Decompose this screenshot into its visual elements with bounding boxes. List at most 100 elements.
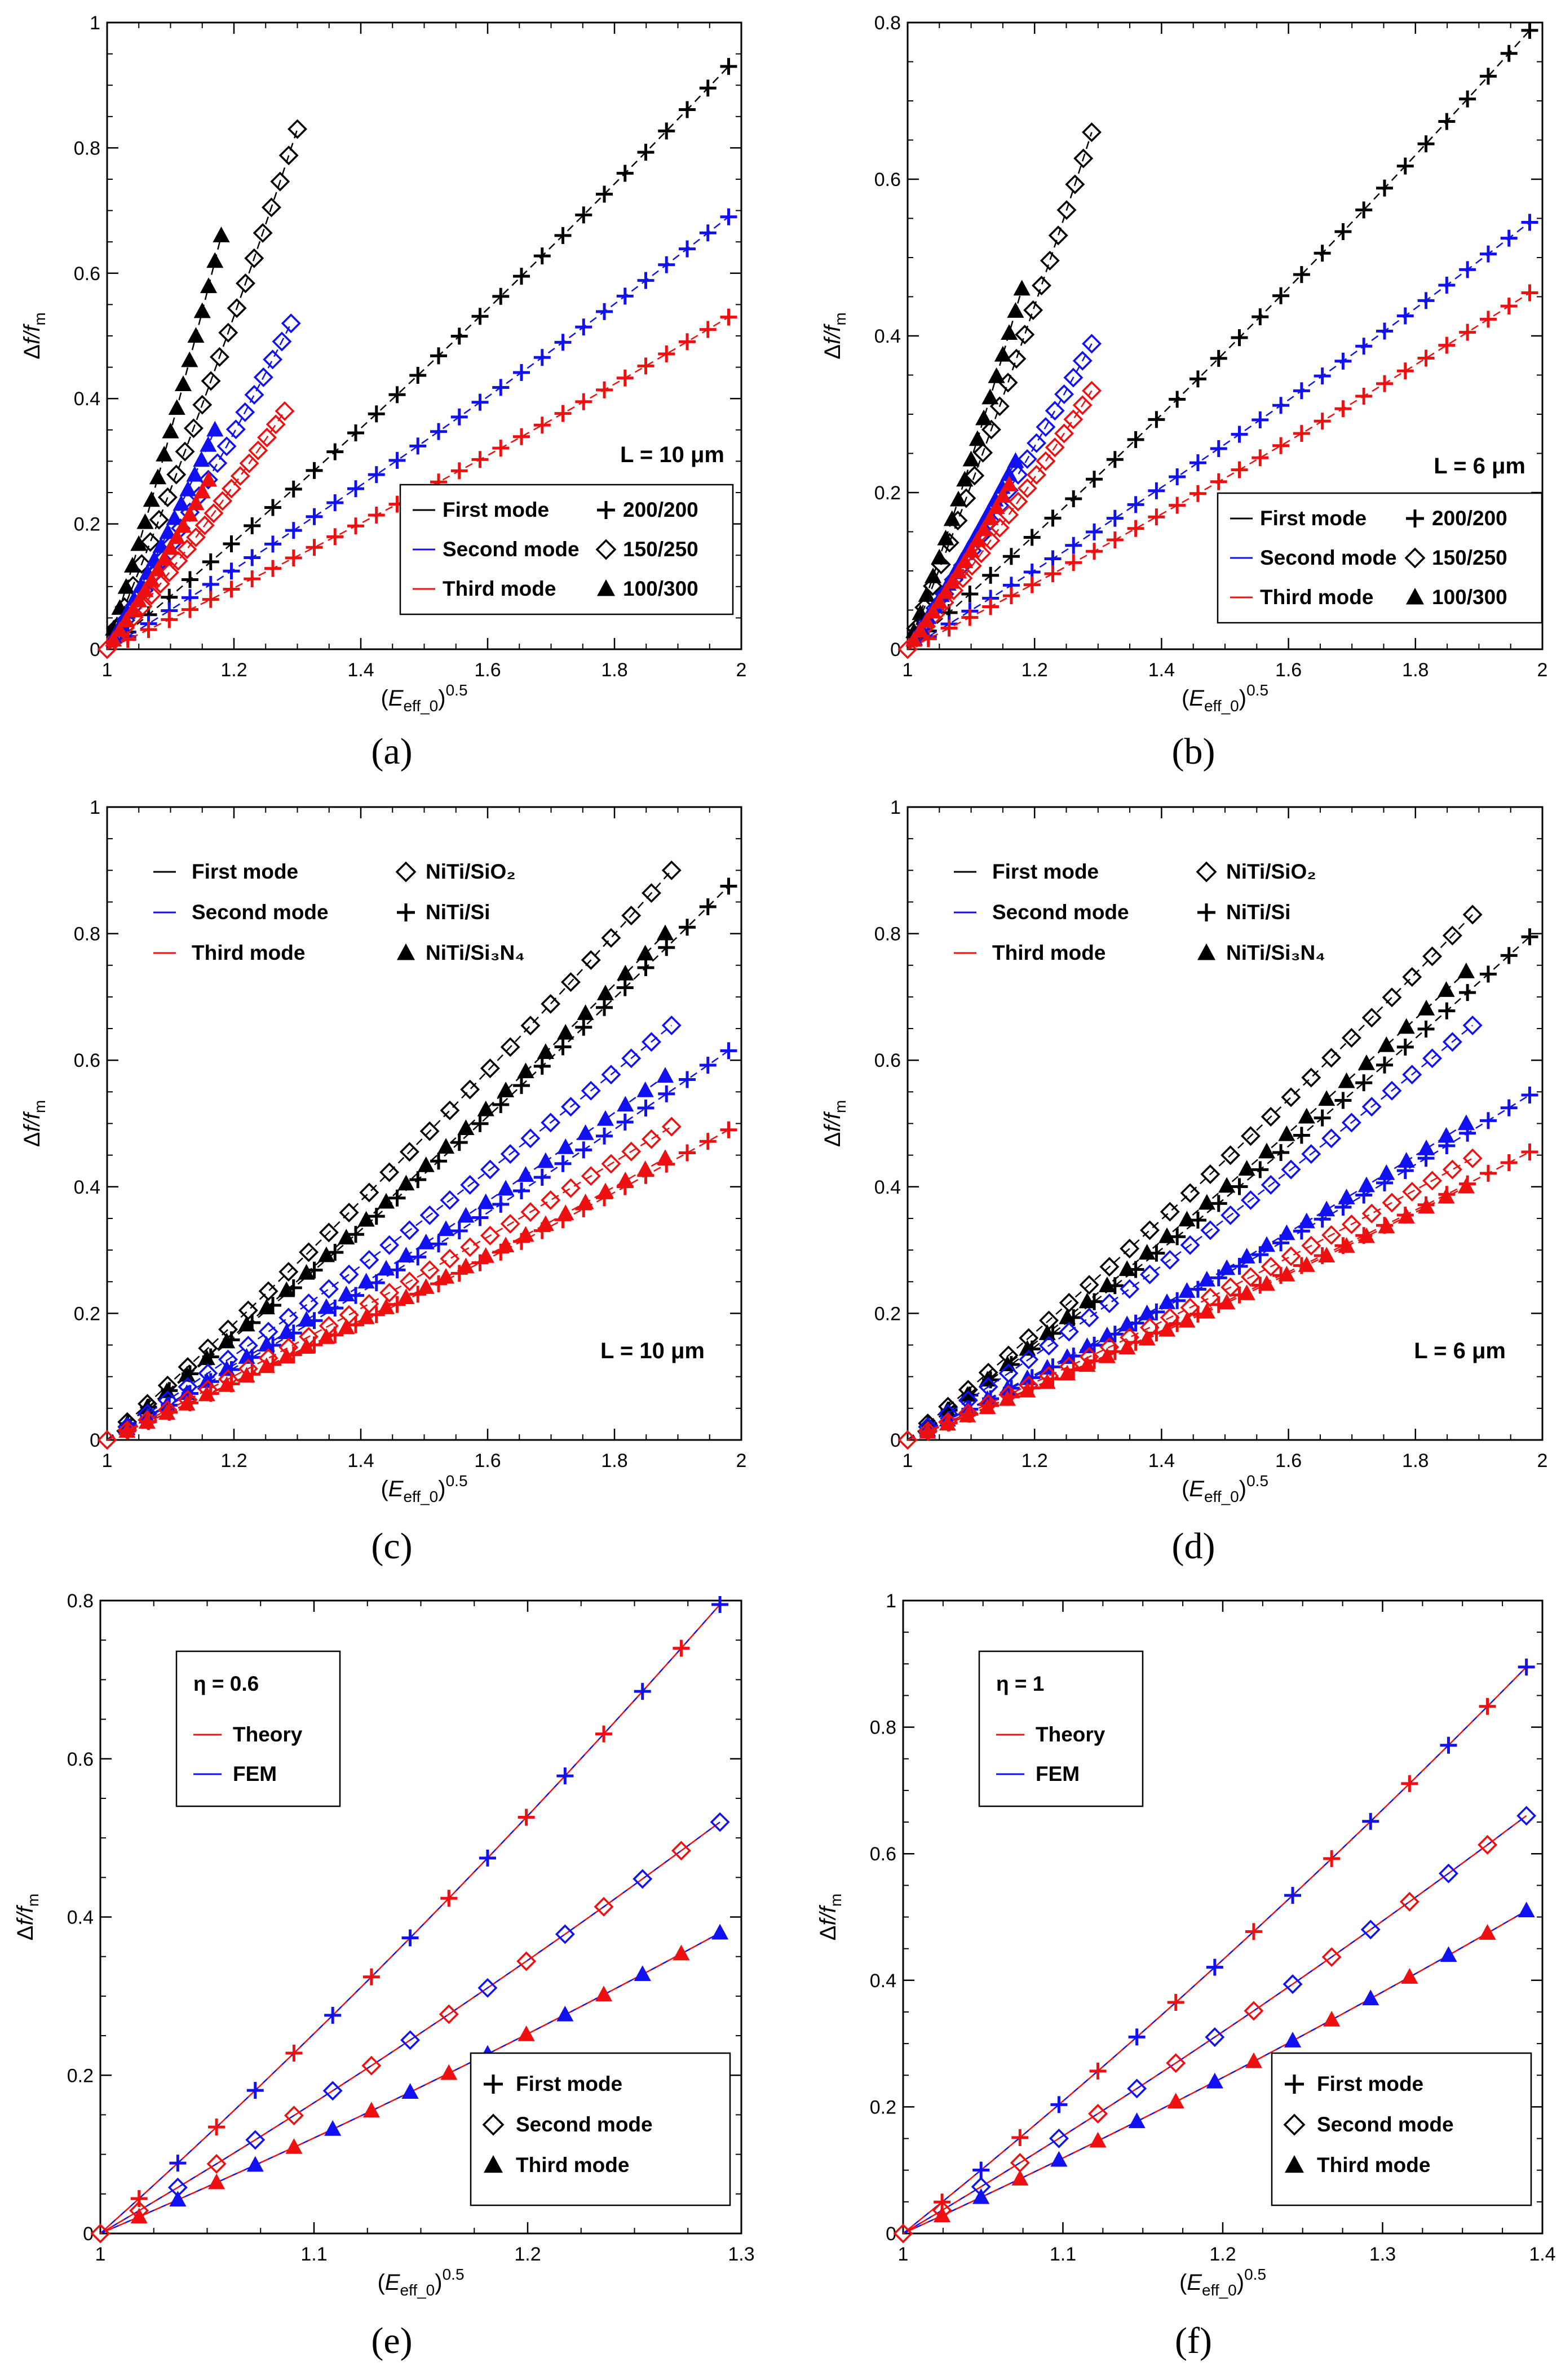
data-point (1054, 384, 1074, 404)
data-point (1240, 1267, 1261, 1287)
data-point (1338, 1189, 1355, 1204)
data-point (368, 466, 385, 484)
data-point (634, 1683, 651, 1700)
x-tick-label: 1.2 (220, 659, 247, 681)
y-tick-label: 0.6 (874, 1050, 901, 1071)
x-tick-label: 1.2 (1021, 1450, 1048, 1472)
data-point (1072, 395, 1093, 415)
data-point (1050, 2096, 1068, 2113)
chart-panel-a: 1 1.2 1.4 1.6 1.8 2 0 0.2 0.4 0.6 0.8 1 Δf/fm (Eeff_0… (20, 12, 746, 772)
data-point (1245, 1923, 1262, 1940)
legend-marker-label: 100/300 (623, 577, 698, 600)
data-point (1160, 1202, 1180, 1222)
data-point (1169, 497, 1186, 514)
legend-marker (597, 501, 615, 519)
data-point (347, 1316, 364, 1333)
data-point (1238, 1284, 1255, 1300)
data-point (299, 1242, 319, 1262)
legend-mode-label: First mode (1260, 507, 1367, 530)
data-point (1138, 1304, 1156, 1320)
data-point (656, 1067, 674, 1083)
data-point (397, 1175, 415, 1191)
data-point (1438, 1187, 1455, 1204)
data-point (1334, 400, 1352, 418)
data-series (107, 924, 674, 1441)
data-point (1140, 1264, 1160, 1284)
data-point (1128, 2028, 1146, 2046)
data-point (1521, 928, 1538, 946)
legend-marker-label: NiTi/SiO₂ (426, 860, 516, 883)
data-point (1238, 1248, 1255, 1264)
data-point (973, 442, 993, 463)
data-point (492, 379, 510, 396)
data-point (143, 571, 160, 587)
x-tick-label: 1.8 (601, 1450, 627, 1472)
data-point (636, 945, 654, 961)
data-point (1073, 148, 1094, 169)
legend-marker-label: Third mode (1317, 2153, 1430, 2177)
data-point (1321, 1947, 1342, 1967)
data-point (457, 1119, 475, 1135)
data-point (339, 1203, 359, 1223)
data-point (131, 554, 152, 574)
data-point (222, 478, 241, 499)
data-point (324, 2006, 342, 2024)
data-series (107, 308, 737, 650)
data-point (541, 994, 561, 1014)
data-point (533, 349, 551, 366)
data-point (560, 1178, 581, 1198)
legend-marker-label: 150/250 (623, 538, 698, 561)
data-point (1284, 1887, 1302, 1904)
data-point (440, 1100, 460, 1120)
data-point (699, 1057, 717, 1074)
data-point (123, 557, 141, 573)
data-point (1438, 981, 1455, 997)
data-point (980, 530, 1001, 551)
data-point (285, 549, 302, 567)
panel-caption: (b) (1172, 731, 1215, 772)
data-point (596, 1110, 614, 1126)
data-point (257, 427, 277, 447)
data-point (239, 453, 259, 473)
data-point (377, 1298, 395, 1314)
data-point (596, 985, 614, 1000)
data-series (107, 1149, 674, 1441)
legend-marker (482, 2113, 505, 2136)
data-point (1382, 987, 1402, 1008)
data-point (440, 2064, 458, 2080)
data-point (1258, 1236, 1276, 1252)
x-tick-label: 1.6 (1275, 659, 1302, 681)
data-point (1019, 1340, 1036, 1356)
legend-marker-label: Third mode (516, 2153, 629, 2177)
data-point (317, 1298, 335, 1314)
data-point (621, 1141, 642, 1162)
data-point (1210, 1195, 1227, 1212)
x-axis-label: (Eeff_0)0.5 (381, 681, 467, 715)
data-point (198, 469, 218, 490)
data-point (1479, 311, 1497, 328)
data-point (1323, 1850, 1341, 1867)
data-point (1036, 417, 1056, 437)
data-point (1261, 1175, 1281, 1195)
x-tick-label: 2 (1537, 1450, 1548, 1472)
data-point (513, 268, 530, 285)
data-point (1178, 1311, 1196, 1328)
data-point (1459, 90, 1476, 108)
data-point (1521, 1086, 1538, 1103)
data-point (471, 451, 489, 468)
data-point (601, 1065, 621, 1085)
legend-marker (596, 579, 616, 596)
series-line (107, 1158, 666, 1441)
y-tick-label: 0.4 (74, 1177, 100, 1198)
data-point (143, 491, 160, 507)
data-point (479, 1849, 496, 1867)
data-point (187, 327, 205, 343)
data-point (209, 347, 229, 367)
data-point (1314, 1109, 1331, 1127)
data-point (338, 1318, 355, 1335)
data-point (1341, 1028, 1361, 1048)
data-point (1078, 1356, 1096, 1372)
data-point (284, 2106, 304, 2126)
legend-marker-label: 200/200 (623, 498, 698, 521)
data-point (1479, 1698, 1496, 1715)
